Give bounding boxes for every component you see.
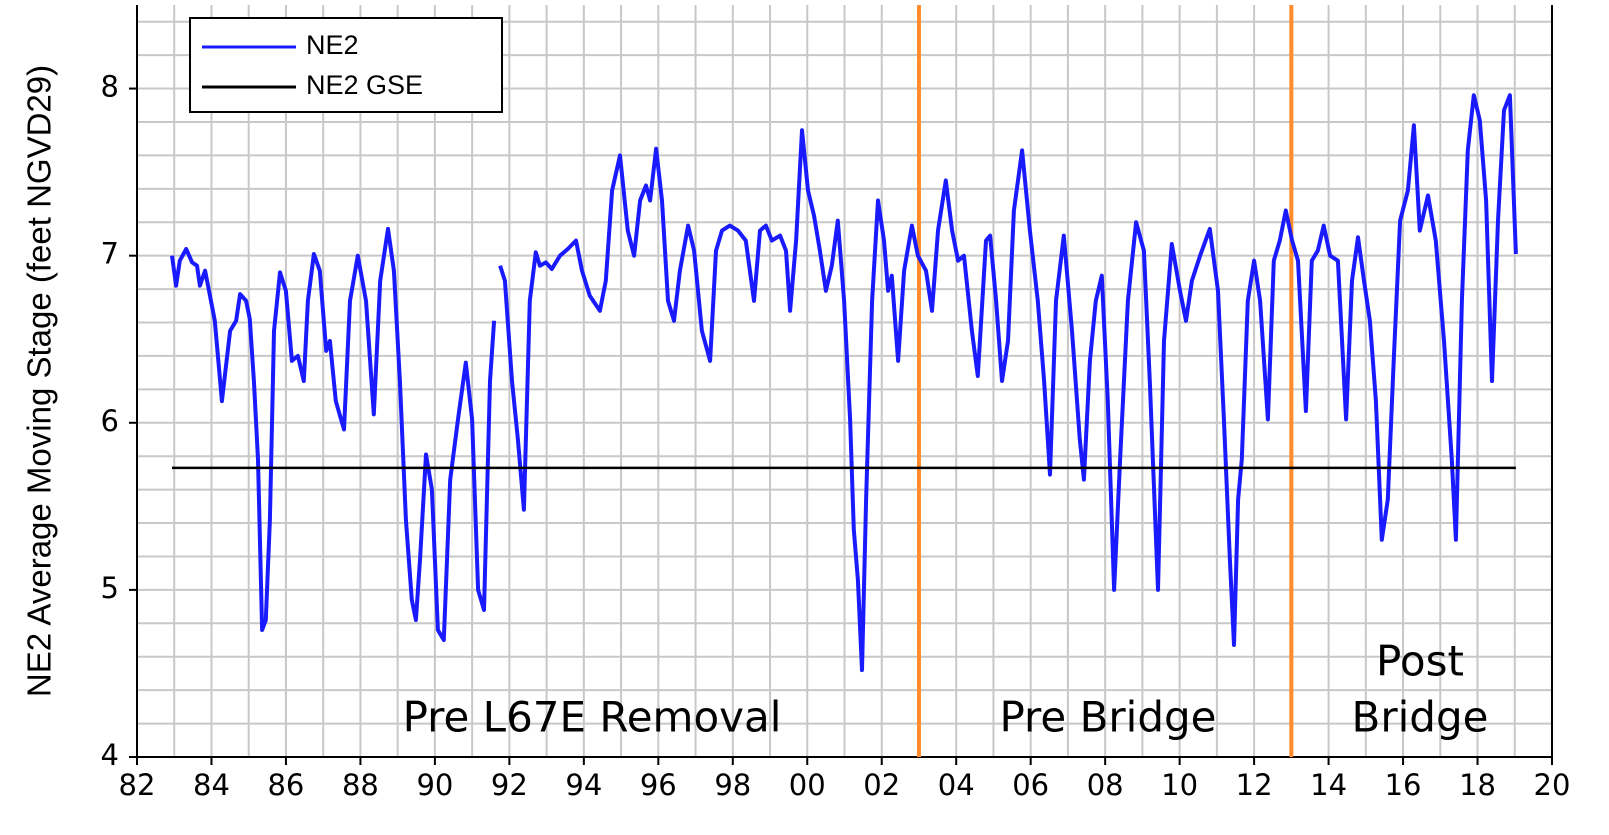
legend-box (189, 17, 503, 113)
annotation: Pre Bridge (999, 693, 1216, 742)
annotation: Bridge (1352, 693, 1489, 742)
x-tick-label: 96 (640, 768, 677, 802)
x-tick-label: 18 (1459, 768, 1496, 802)
x-tick-label: 00 (789, 768, 826, 802)
x-tick-label: 94 (565, 768, 602, 802)
plot-frame (136, 5, 1553, 758)
x-tick-label: 82 (119, 768, 156, 802)
y-axis-label: NE2 Average Moving Stage (feet NGVD29) (21, 65, 58, 697)
x-tick-label: 04 (938, 768, 975, 802)
y-tick-label: 5 (101, 571, 119, 605)
annotation: Pre L67E Removal (403, 693, 782, 742)
x-tick-label: 12 (1236, 768, 1273, 802)
x-tick-label: 10 (1161, 768, 1198, 802)
legend-label: NE2 (306, 30, 359, 60)
x-tick-label: 02 (863, 768, 900, 802)
x-tick-label: 08 (1087, 768, 1124, 802)
x-tick-label: 14 (1310, 768, 1347, 802)
series-line (170, 93, 1518, 673)
y-tick-label: 7 (101, 237, 119, 271)
x-tick-label: 06 (1012, 768, 1049, 802)
legend: NE2 NE2 GSE (189, 17, 503, 113)
x-tick-label: 90 (416, 768, 453, 802)
x-tick-label: 16 (1385, 768, 1422, 802)
y-tick-label: 4 (101, 738, 119, 772)
x-tick-label: 86 (267, 768, 304, 802)
x-tick-label: 88 (342, 768, 379, 802)
x-tick-label: 20 (1534, 768, 1571, 802)
x-tick-label: 98 (714, 768, 751, 802)
y-tick-label: 8 (101, 70, 119, 104)
x-tick-label: 84 (193, 768, 230, 802)
y-tick-label: 6 (101, 404, 119, 438)
x-tick-label: 92 (491, 768, 528, 802)
legend-label: NE2 GSE (306, 70, 423, 100)
annotation: Post (1376, 637, 1464, 686)
